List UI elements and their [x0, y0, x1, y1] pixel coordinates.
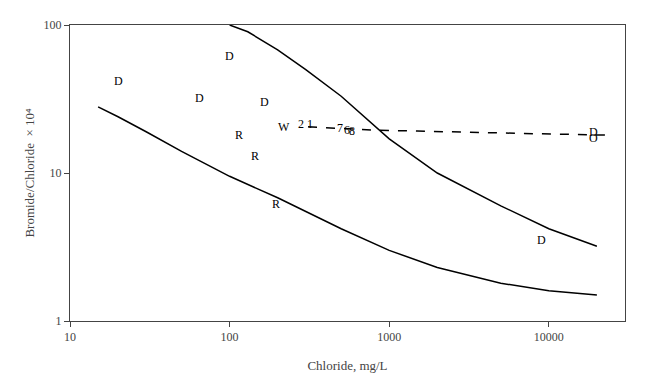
- svg-text:1: 1: [56, 314, 62, 328]
- svg-text:8: 8: [349, 124, 355, 138]
- svg-text:7: 7: [337, 121, 343, 135]
- svg-text:D: D: [195, 91, 204, 105]
- svg-text:100: 100: [221, 330, 239, 344]
- svg-text:D: D: [589, 125, 598, 139]
- svg-text:D: D: [260, 95, 269, 109]
- svg-text:R: R: [235, 128, 243, 142]
- svg-text:O: O: [589, 131, 598, 145]
- svg-text:D: D: [114, 74, 123, 88]
- svg-text:10000: 10000: [534, 330, 564, 344]
- svg-text:W: W: [278, 120, 290, 134]
- svg-text:D: D: [225, 49, 234, 63]
- svg-text:Chloride, mg/L: Chloride, mg/L: [307, 358, 387, 373]
- svg-text:1000: 1000: [377, 330, 401, 344]
- svg-text:Bromide/Chloride × 10⁴: Bromide/Chloride × 10⁴: [22, 108, 37, 238]
- svg-text:D: D: [537, 233, 546, 247]
- svg-text:100: 100: [44, 18, 62, 32]
- svg-text:R: R: [272, 197, 280, 211]
- svg-text:1: 1: [307, 117, 313, 131]
- svg-text:10: 10: [64, 330, 76, 344]
- svg-text:2: 2: [298, 117, 304, 131]
- svg-text:10: 10: [50, 166, 62, 180]
- svg-text:R: R: [251, 149, 259, 163]
- svg-text:6: 6: [344, 123, 350, 137]
